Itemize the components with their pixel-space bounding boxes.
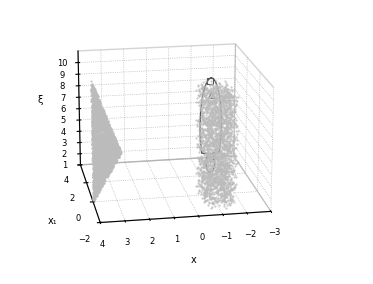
X-axis label: x: x xyxy=(191,254,197,265)
Y-axis label: x₁: x₁ xyxy=(48,216,58,226)
